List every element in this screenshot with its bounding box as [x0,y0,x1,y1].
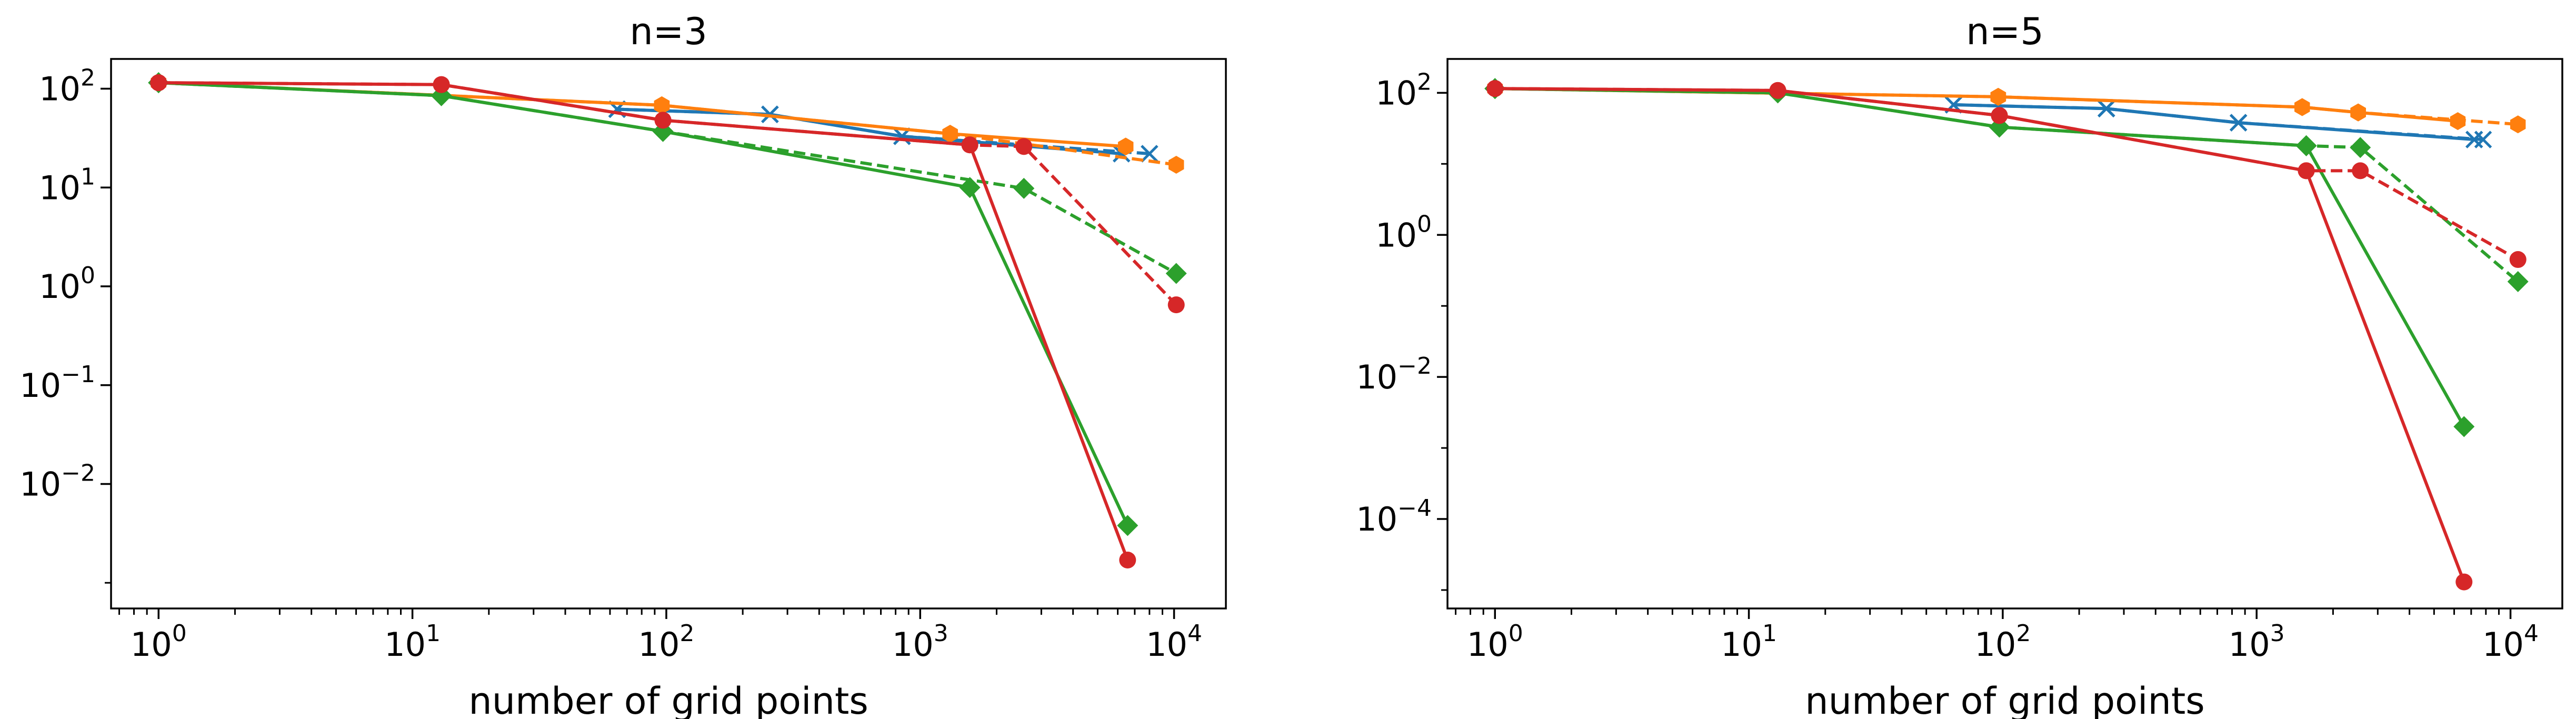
data-point [2474,131,2492,148]
x-tick-label: 101 [1721,620,1777,664]
data-point [1117,515,1139,536]
series-line [158,81,1126,148]
data-point [959,177,981,198]
data-point [1169,156,1184,174]
y-tick-label: 100 [39,262,95,306]
series-7 [150,74,1136,568]
x-tick-label: 104 [2482,620,2539,664]
y-axis: 10−2 10−1 100 101 102 [19,65,111,504]
series-line [158,81,1130,561]
plot-area [148,72,1187,568]
data-point [1486,80,1504,97]
series-line [158,81,1177,306]
data-point [2455,573,2473,591]
data-point [1165,263,1187,284]
data-point [1141,145,1159,163]
x-tick-label: 102 [1974,620,2031,664]
y-tick-label: 102 [39,65,95,108]
data-point [2350,137,2371,158]
data-point [2229,114,2248,132]
data-point [942,125,958,143]
x-tick-label: 102 [638,620,694,664]
x-tick-label: 104 [1146,620,1202,664]
data-point [2295,135,2317,156]
chart-title: n=5 [1966,10,2044,53]
series-8 [150,74,1185,314]
series-8 [1486,80,2527,268]
data-point [1015,138,1033,155]
data-point [2507,271,2529,292]
series-2 [608,100,1159,163]
data-point [654,112,672,129]
data-point [1167,296,1185,314]
data-point [961,136,979,154]
data-point [2294,98,2310,116]
y-tick-label: 100 [1375,211,1432,254]
data-point [2453,416,2475,437]
data-point [433,76,450,93]
chart-panel-1: 100 101 102 103 104 10−2 10−1 100 101 102 n=3 numbe… [19,10,1227,719]
plot-frame [1446,58,2563,610]
y-axis: 10−4 10−2 100 102 [1356,68,1447,538]
x-minor-ticks [1455,608,2500,615]
data-point [1990,87,2006,106]
x-tick-label: 103 [2229,620,2285,664]
y-minor-ticks [1441,163,1447,591]
series-2 [1944,96,2492,148]
y-tick-label: 10−1 [19,361,95,405]
series-line [617,107,1150,155]
x-axis-label: number of grid points [468,680,868,719]
chart-panel-2: 100 101 102 103 104 10−4 10−2 100 102 n=5 number o… [1356,10,2563,719]
data-point [1117,137,1134,156]
series-line [158,81,1130,526]
data-point [654,96,670,114]
data-point [761,105,779,124]
y-tick-label: 102 [1375,68,1432,112]
data-point [2510,115,2526,134]
data-point [1991,107,2008,124]
series-line [1495,87,2519,283]
plot-area [1484,78,2529,591]
series-line [1495,87,2465,427]
x-tick-label: 103 [892,620,948,664]
data-point [2350,103,2366,122]
data-point [2509,251,2527,268]
y-tick-label: 10−2 [19,460,95,504]
data-point [2298,162,2315,179]
plot-frame [110,58,1227,610]
data-point [150,74,167,92]
series-line [1495,87,2519,261]
data-point [2352,162,2369,179]
data-point [1013,177,1035,199]
y-tick-label: 10−4 [1356,495,1432,538]
chart-title: n=3 [630,10,707,53]
x-tick-label: 101 [384,620,441,664]
y-tick-label: 101 [39,163,95,207]
y-tick-label: 10−2 [1356,353,1432,396]
series-line [1953,103,2483,142]
series-5 [1484,78,2475,437]
series-line [158,81,1177,166]
x-axis: 100 101 102 103 104 [131,608,1202,664]
series-line [1495,87,2466,583]
x-tick-label: 100 [131,620,187,664]
x-tick-label: 100 [1467,620,1523,664]
x-axis-label: number of grid points [1805,680,2205,719]
data-point [1119,551,1136,568]
data-point [2098,99,2115,118]
series-line [1495,87,2518,126]
x-axis: 100 101 102 103 104 [1467,608,2539,664]
series-7 [1486,80,2473,591]
x-minor-ticks [118,608,1163,615]
data-point [1769,82,1786,99]
